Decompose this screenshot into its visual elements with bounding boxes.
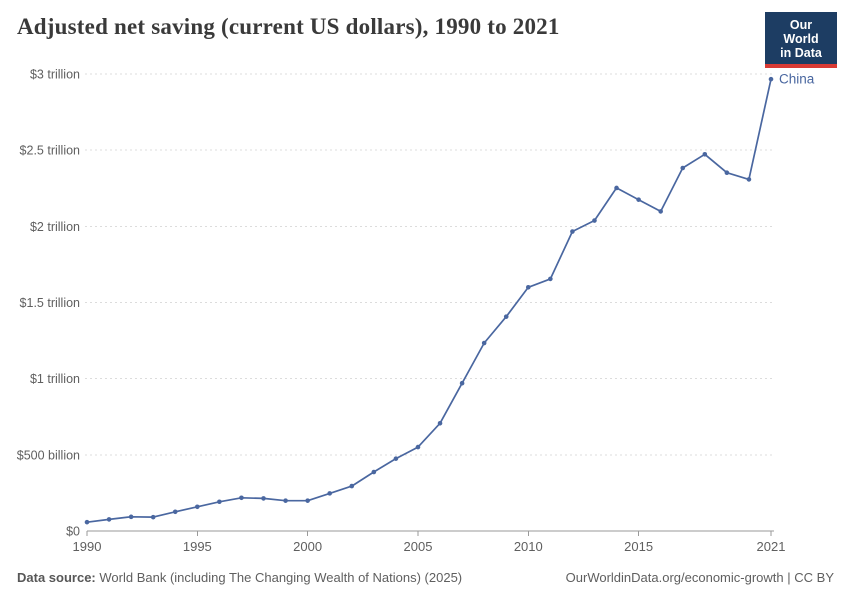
data-point-marker — [371, 469, 377, 475]
chart-title: Adjusted net saving (current US dollars)… — [17, 14, 560, 39]
data-source-text: World Bank (including The Changing Wealt… — [99, 570, 463, 585]
data-point-marker — [658, 209, 663, 214]
owid-url-link[interactable]: OurWorldinData.org/economic-growth — [565, 570, 784, 585]
y-axis-tick-label: $2.5 trillion — [20, 144, 80, 158]
chart-footer: Data source: World Bank (including The C… — [0, 567, 850, 593]
data-point-marker — [481, 340, 487, 346]
series-end-label: China — [779, 72, 815, 87]
data-point-marker — [150, 514, 156, 520]
data-point-marker — [592, 218, 597, 223]
x-axis-tick-label: 1990 — [73, 539, 102, 554]
y-axis-tick-label: $0 — [66, 525, 80, 539]
owid-logo: Our World in Data — [765, 12, 837, 68]
data-point-marker — [128, 514, 134, 520]
data-source-label: Data source: — [17, 570, 96, 585]
data-point-marker — [724, 170, 730, 176]
x-axis-tick-label: 2010 — [514, 539, 543, 554]
data-point-marker — [746, 177, 752, 182]
data-point-marker — [415, 444, 421, 450]
x-axis-tick-label: 2005 — [404, 539, 433, 554]
data-point-marker — [195, 504, 200, 510]
data-point-marker — [393, 456, 399, 461]
data-point-marker — [636, 197, 641, 202]
data-point-marker — [437, 421, 443, 426]
data-point-marker — [548, 276, 553, 282]
data-source-note: Data source: World Bank (including The C… — [17, 570, 462, 585]
y-axis-tick-label: $1 trillion — [30, 372, 80, 386]
owid-logo-line2: in Data — [780, 46, 822, 60]
series-line-china — [86, 78, 772, 524]
data-point-marker — [106, 517, 112, 522]
data-point-marker — [680, 165, 686, 171]
license-link[interactable]: CC BY — [794, 570, 834, 585]
data-point-marker — [349, 483, 355, 489]
data-point-marker — [261, 496, 266, 501]
data-point-marker — [239, 495, 244, 501]
x-axis-tick-label: 2021 — [757, 539, 786, 554]
data-point-marker — [768, 76, 774, 82]
y-axis-tick-label: $500 billion — [17, 448, 80, 462]
data-point-marker — [84, 519, 90, 525]
data-point-marker — [525, 284, 531, 290]
data-point-marker — [459, 380, 465, 386]
x-axis-tick-label: 1995 — [183, 539, 212, 554]
data-point-marker — [172, 509, 178, 515]
data-point-marker — [327, 491, 333, 496]
data-point-marker — [217, 499, 222, 505]
data-point-marker — [570, 229, 575, 234]
x-axis-tick-label: 2000 — [293, 539, 322, 554]
data-point-marker — [503, 314, 509, 319]
data-point-marker — [614, 185, 619, 191]
data-point-marker — [305, 498, 310, 503]
data-point-marker — [283, 498, 288, 503]
owid-logo-line1: Our World — [783, 18, 819, 46]
footer-separator: | — [787, 570, 791, 585]
y-axis-tick-label: $3 trillion — [30, 68, 80, 82]
data-point-marker — [702, 151, 708, 157]
y-axis-tick-label: $1.5 trillion — [20, 296, 80, 310]
x-axis-tick-label: 2015 — [624, 539, 653, 554]
footer-links: OurWorldinData.org/economic-growth | CC … — [566, 570, 834, 585]
y-axis-tick-label: $2 trillion — [30, 220, 80, 234]
